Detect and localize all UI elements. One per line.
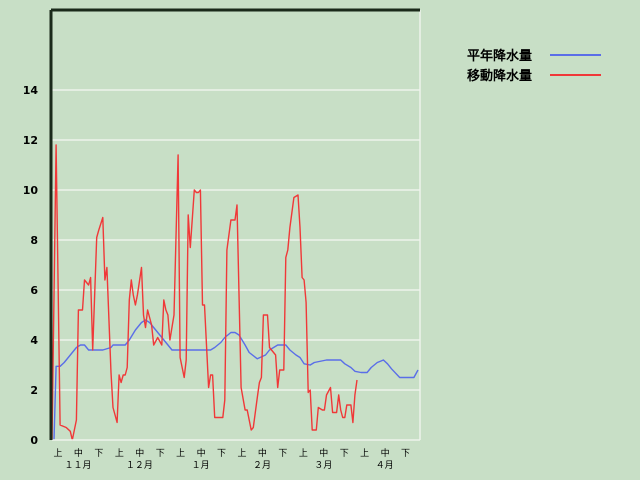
x-dekad-label: 上 <box>360 448 369 459</box>
x-dekad-label: 中 <box>381 447 390 459</box>
x-tick-labels: 上中下上中下上中下上中下上中下上中下１１月 １２月 １月 ２月 ３月 ４月 <box>53 447 410 471</box>
x-dekad-label: 上 <box>53 448 62 459</box>
y-tick-label: 2 <box>30 384 38 397</box>
y-tick-label: 0 <box>30 434 38 447</box>
x-dekad-label: 下 <box>401 449 410 459</box>
series-lines <box>51 144 419 441</box>
x-month-label: ２月 <box>253 460 271 471</box>
x-month-label: ４月 <box>376 460 394 471</box>
x-dekad-label: 上 <box>237 448 246 459</box>
x-dekad-label: 中 <box>197 447 206 459</box>
y-tick-label: 10 <box>23 184 39 197</box>
x-month-label: １１月 <box>64 460 91 471</box>
legend-label-normal: 平年降水量 <box>467 48 532 64</box>
x-dekad-label: 上 <box>299 448 308 459</box>
x-dekad-label: 下 <box>278 449 287 459</box>
y-tick-label: 4 <box>30 334 38 347</box>
y-tick-labels: 0 2 4 6 8 10 12 14 <box>23 84 39 447</box>
x-dekad-label: 中 <box>135 447 144 459</box>
x-dekad-label: 下 <box>217 449 226 459</box>
x-dekad-label: 中 <box>258 447 267 459</box>
series-line-moving <box>51 144 358 441</box>
x-dekad-label: 下 <box>340 449 349 459</box>
x-dekad-label: 中 <box>319 447 328 459</box>
y-tick-label: 12 <box>23 134 38 147</box>
x-dekad-label: 上 <box>176 448 185 459</box>
x-month-label: １月 <box>192 460 210 471</box>
x-dekad-label: 下 <box>94 449 103 459</box>
grid-lines <box>52 89 420 391</box>
y-tick-label: 8 <box>30 234 38 247</box>
x-month-label: ３月 <box>314 460 332 471</box>
axes <box>49 8 421 441</box>
x-month-label: １２月 <box>126 460 153 471</box>
legend-label-moving: 移動降水量 <box>467 68 532 84</box>
x-dekad-label: 上 <box>115 448 124 459</box>
y-tick-label: 14 <box>23 84 39 97</box>
x-dekad-label: 中 <box>74 447 83 459</box>
legend: 平年降水量 移動降水量 <box>467 48 601 84</box>
series-line-normal <box>53 319 419 441</box>
x-dekad-label: 下 <box>156 449 165 459</box>
y-tick-label: 6 <box>30 284 38 297</box>
